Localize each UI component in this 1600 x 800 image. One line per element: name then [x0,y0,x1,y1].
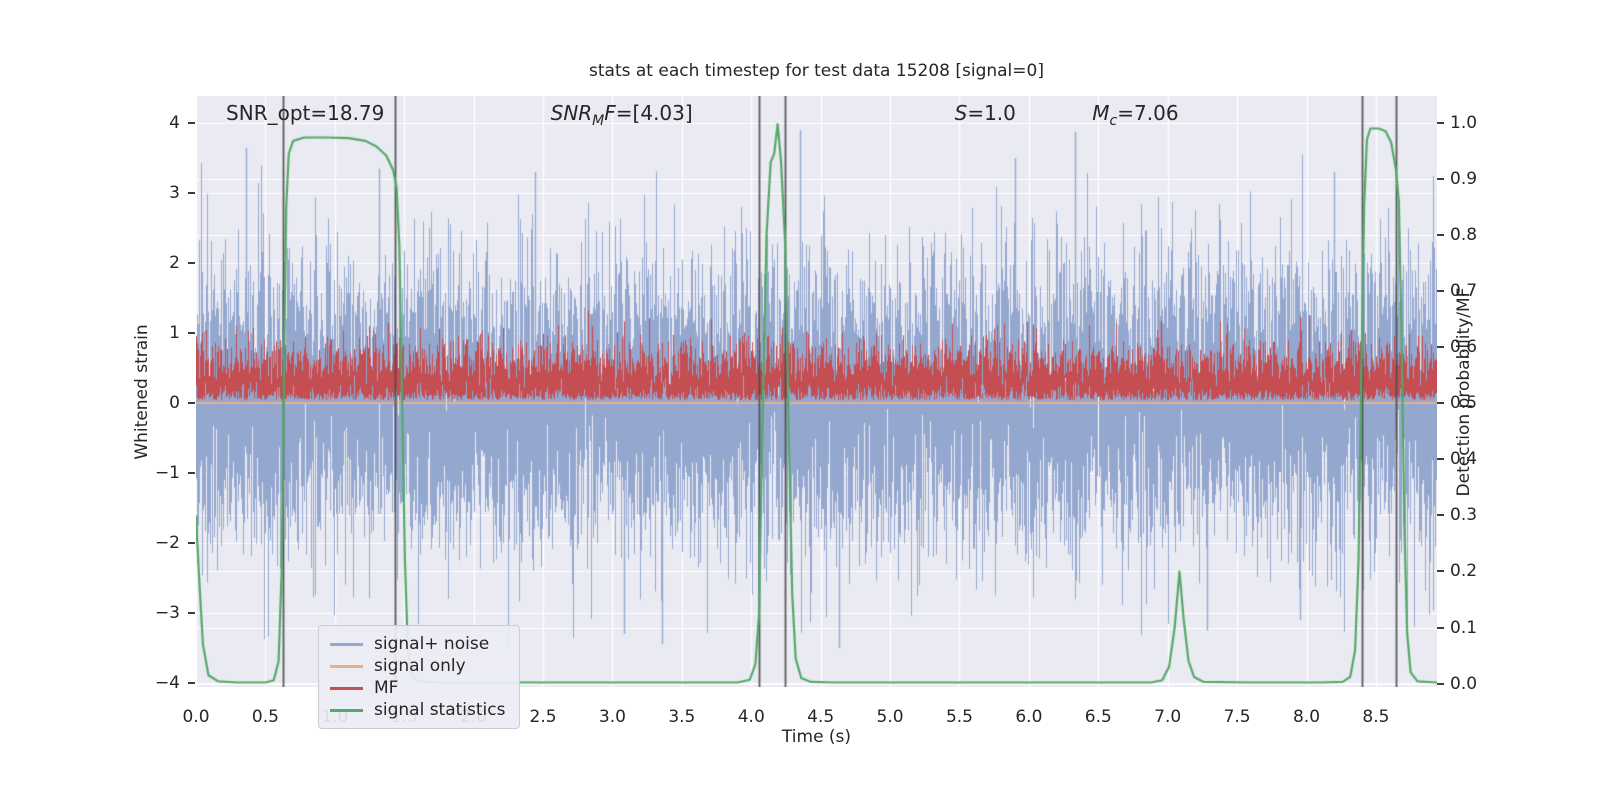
y-right-tick-mark [1437,458,1444,461]
y-right-tick-label: 0.4 [1450,449,1478,470]
y-right-tick-mark [1437,570,1444,573]
legend-label: signal only [374,656,466,676]
legend-label: signal+ noise [374,634,490,654]
legend-label: MF [374,678,399,698]
x-tick-label: 3.0 [598,707,626,727]
y-left-tick-label: −2 [154,532,180,553]
legend-swatch [330,686,363,690]
y-right-tick-mark [1437,121,1444,124]
chart-canvas [196,96,1437,687]
y-right-tick-mark [1437,177,1444,180]
x-tick-label: 2.5 [529,707,557,727]
y-axis-label-right: Detection probability/MF [1454,287,1474,497]
legend-swatch [330,664,363,668]
legend-item: MF [330,677,505,699]
x-tick-label: 4.5 [807,707,835,727]
x-tick-label: 7.5 [1223,707,1251,727]
annotation: SNR_opt=18.79 [226,101,385,125]
x-tick-label: 8.5 [1362,707,1390,727]
annotation: Mc=7.06 [1092,101,1179,129]
annotation: S=1.0 [954,101,1016,125]
y-right-tick-mark [1437,346,1444,349]
y-axis-label-left: Whitened strain [132,324,152,460]
legend-swatch [330,708,363,712]
y-right-tick-label: 0.7 [1450,281,1478,302]
y-right-tick-label: 0.8 [1450,225,1478,246]
y-right-tick-label: 0.0 [1450,673,1478,694]
y-left-tick-mark [188,541,195,544]
y-left-tick-mark [188,192,195,195]
x-tick-label: 7.0 [1154,707,1182,727]
legend-item: signal only [330,655,505,677]
x-tick-label: 0.5 [251,707,279,727]
y-right-tick-mark [1437,402,1444,405]
y-right-tick-mark [1437,234,1444,237]
y-right-tick-mark [1437,682,1444,685]
y-right-tick-label: 0.3 [1450,505,1478,526]
y-left-tick-label: −4 [154,672,180,693]
y-left-tick-mark [188,402,195,405]
x-tick-label: 0.0 [182,707,210,727]
legend-swatch [330,642,363,646]
x-tick-label: 8.0 [1292,707,1321,727]
chart-title: stats at each timestep for test data 152… [589,61,1044,81]
y-left-tick-mark [188,471,195,474]
x-tick-label: 5.0 [876,707,904,727]
x-tick-label: 5.5 [945,707,973,727]
legend-item: signal+ noise [330,633,505,655]
x-tick-label: 3.5 [668,707,696,727]
y-left-tick-label: 0 [169,393,180,414]
y-left-tick-mark [188,262,195,265]
y-right-tick-mark [1437,290,1444,293]
y-right-tick-label: 0.6 [1450,337,1478,358]
y-right-tick-label: 1.0 [1450,112,1478,133]
annotation: SNRMF=[4.03] [550,101,693,129]
plot-area: SNR_opt=18.79 SNRMF=[4.03] S=1.0 Mc=7.06 si… [196,96,1437,729]
y-right-tick-mark [1437,626,1444,629]
y-left-tick-mark [188,681,195,684]
y-left-tick-mark [188,332,195,335]
y-left-tick-mark [188,611,195,614]
y-left-tick-label: 2 [169,253,180,274]
y-left-tick-label: −3 [154,602,180,623]
y-left-tick-mark [188,122,195,125]
y-right-tick-label: 0.9 [1450,168,1478,189]
legend-label: signal statistics [374,700,506,720]
y-right-tick-label: 0.1 [1450,617,1478,638]
y-right-tick-label: 0.5 [1450,393,1478,414]
y-right-tick-mark [1437,514,1444,517]
y-left-tick-label: 1 [169,323,180,344]
y-left-tick-label: −1 [154,462,180,483]
y-left-tick-label: 4 [169,113,180,134]
legend-item: signal statistics [330,699,505,721]
x-tick-label: 6.0 [1015,707,1043,727]
legend: signal+ noise signal only MF signal statist… [318,625,521,729]
y-left-tick-label: 3 [169,183,180,204]
x-tick-label: 6.5 [1084,707,1112,727]
x-tick-label: 4.0 [737,707,765,727]
y-right-tick-label: 0.2 [1450,561,1478,582]
x-axis-label: Time (s) [781,727,852,747]
